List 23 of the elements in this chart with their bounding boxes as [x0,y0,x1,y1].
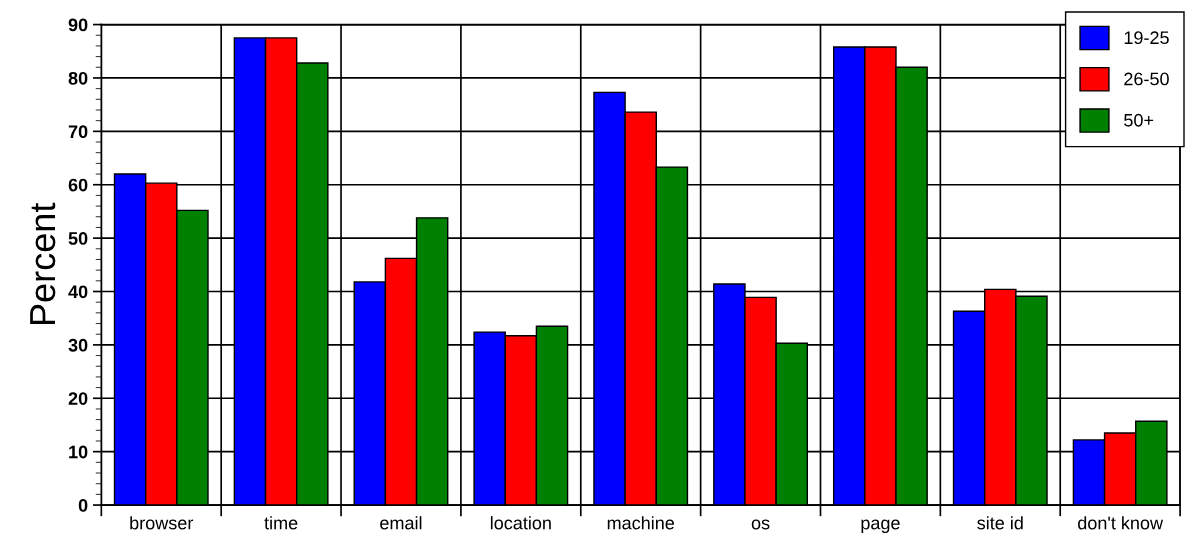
y-tick-label: 40 [68,285,88,299]
y-tick-label: 20 [68,392,88,405]
y-axis-title: Percent [30,202,56,325]
legend-label: 26-50 [1124,72,1169,86]
x-tick-label: time [264,516,298,530]
x-tick-label: os [751,519,770,530]
y-tick-label: 10 [69,445,88,459]
x-tick-label: site id [977,516,1023,530]
x-tick-label: machine [607,516,675,530]
y-tick-label: 30 [68,338,88,352]
y-tick-label: 50 [68,232,88,245]
y-tick-label: 70 [68,125,88,139]
x-tick-label: email [380,516,422,530]
x-tick-label: don't know [1078,516,1164,530]
x-tick-label: page [861,519,900,533]
x-tick-label: location [490,516,551,530]
x-tick-label: browser [130,516,194,530]
y-tick-label: 90 [68,18,88,32]
y-tick-label: 0 [78,498,88,512]
legend-label: 19-25 [1124,31,1169,45]
y-tick-label: 80 [68,71,88,85]
y-tick-label: 60 [68,178,88,192]
legend-label: 50+ [1124,113,1154,127]
